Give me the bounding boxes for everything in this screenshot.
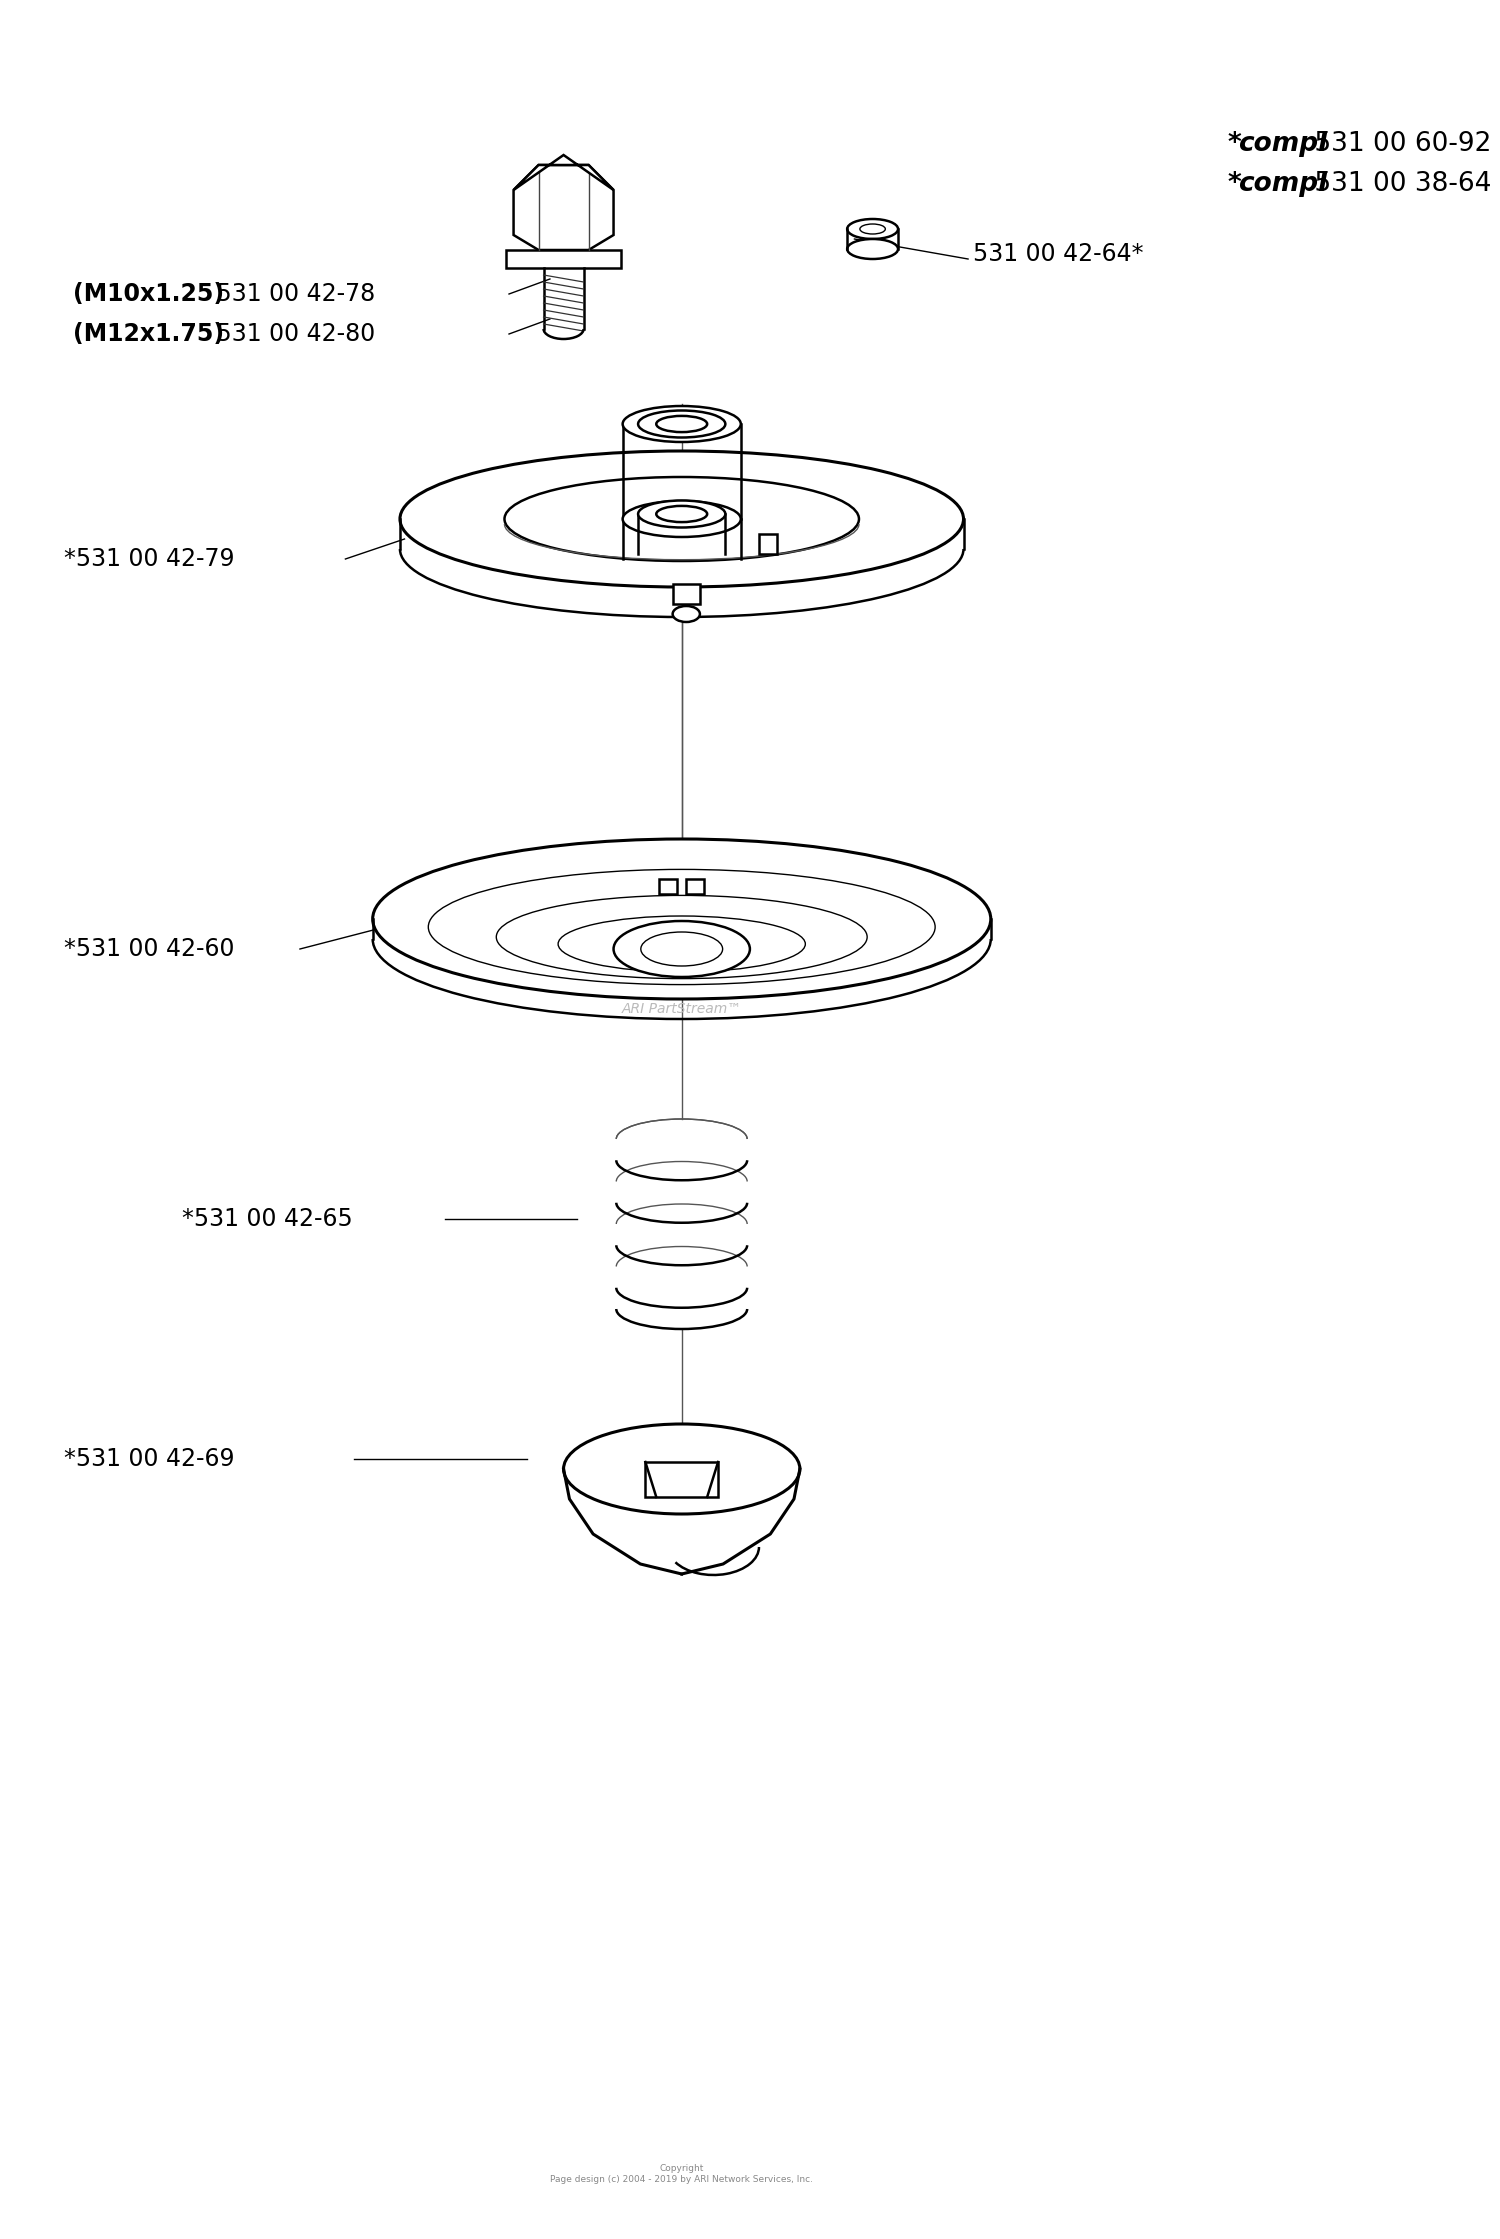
Ellipse shape <box>496 896 867 978</box>
Polygon shape <box>672 584 700 605</box>
Polygon shape <box>687 880 705 893</box>
Ellipse shape <box>558 916 806 972</box>
Polygon shape <box>645 1462 718 1498</box>
Ellipse shape <box>847 219 898 240</box>
Ellipse shape <box>657 506 706 522</box>
Text: *: * <box>1227 132 1240 157</box>
Text: *531 00 42-65: *531 00 42-65 <box>182 1207 352 1231</box>
Ellipse shape <box>614 920 750 976</box>
Text: *531 00 42-69: *531 00 42-69 <box>63 1446 234 1471</box>
Polygon shape <box>513 166 613 251</box>
Ellipse shape <box>372 840 992 999</box>
Text: *: * <box>1227 170 1240 197</box>
Ellipse shape <box>638 410 726 437</box>
Ellipse shape <box>657 416 706 432</box>
Text: ARI PartStream™: ARI PartStream™ <box>621 1003 742 1017</box>
Text: *531 00 42-60: *531 00 42-60 <box>63 936 234 961</box>
Text: Copyright
Page design (c) 2004 - 2019 by ARI Network Services, Inc.: Copyright Page design (c) 2004 - 2019 by… <box>550 2165 813 2183</box>
Polygon shape <box>658 880 676 893</box>
Polygon shape <box>759 533 777 553</box>
Text: *531 00 42-79: *531 00 42-79 <box>63 546 234 571</box>
Text: 531 00 60-92: 531 00 60-92 <box>1306 132 1491 157</box>
Polygon shape <box>507 251 621 269</box>
Ellipse shape <box>638 502 726 528</box>
Ellipse shape <box>672 607 700 622</box>
Text: 531 00 42-80: 531 00 42-80 <box>209 322 375 347</box>
Ellipse shape <box>614 931 750 967</box>
Text: compl: compl <box>1238 170 1328 197</box>
Text: 531 00 38-64: 531 00 38-64 <box>1306 170 1491 197</box>
Ellipse shape <box>640 931 723 965</box>
Ellipse shape <box>504 477 860 562</box>
Ellipse shape <box>859 224 885 235</box>
Text: (M10x1.25): (M10x1.25) <box>72 282 224 307</box>
Ellipse shape <box>622 502 741 537</box>
Text: compl: compl <box>1238 132 1328 157</box>
Text: (M12x1.75): (M12x1.75) <box>72 322 224 347</box>
Ellipse shape <box>622 405 741 441</box>
Ellipse shape <box>564 1424 800 1514</box>
Text: 531 00 42-64*: 531 00 42-64* <box>972 242 1143 266</box>
Ellipse shape <box>847 240 898 260</box>
Ellipse shape <box>400 450 963 587</box>
Text: 531 00 42-78: 531 00 42-78 <box>209 282 375 307</box>
Polygon shape <box>513 154 613 190</box>
Ellipse shape <box>429 869 934 985</box>
